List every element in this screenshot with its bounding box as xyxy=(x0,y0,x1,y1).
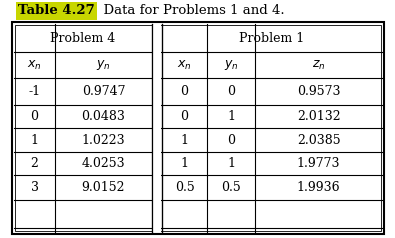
Text: 2.0385: 2.0385 xyxy=(297,134,340,147)
Text: 9.0152: 9.0152 xyxy=(82,181,125,194)
Text: 0: 0 xyxy=(30,110,38,123)
Bar xyxy=(12,22,384,234)
Text: 0: 0 xyxy=(227,134,235,147)
Text: 0: 0 xyxy=(227,85,235,98)
Text: 1.0223: 1.0223 xyxy=(82,134,125,147)
Text: $y_n$: $y_n$ xyxy=(224,58,238,72)
Text: 1: 1 xyxy=(181,134,188,147)
Text: 1.9773: 1.9773 xyxy=(297,157,340,170)
Text: Table 4.27: Table 4.27 xyxy=(18,5,95,18)
Text: $z_n$: $z_n$ xyxy=(312,59,325,72)
Text: 4.0253: 4.0253 xyxy=(82,157,125,170)
Text: 3: 3 xyxy=(30,181,38,194)
Text: Data for Problems 1 and 4.: Data for Problems 1 and 4. xyxy=(95,5,285,18)
Text: $y_n$: $y_n$ xyxy=(96,58,111,72)
Text: Problem 1: Problem 1 xyxy=(239,31,305,45)
Text: 1: 1 xyxy=(227,110,235,123)
Text: Problem 4: Problem 4 xyxy=(51,31,116,45)
Text: 0: 0 xyxy=(181,85,188,98)
Text: 1: 1 xyxy=(181,157,188,170)
Text: 0.0483: 0.0483 xyxy=(81,110,126,123)
Text: 0.9573: 0.9573 xyxy=(297,85,340,98)
Bar xyxy=(15,25,381,231)
Text: $x_n$: $x_n$ xyxy=(27,59,42,72)
Text: 0.5: 0.5 xyxy=(221,181,241,194)
Text: 2.0132: 2.0132 xyxy=(297,110,340,123)
Text: 1.9936: 1.9936 xyxy=(297,181,340,194)
Text: 1: 1 xyxy=(227,157,235,170)
Text: -1: -1 xyxy=(28,85,41,98)
Text: 0.5: 0.5 xyxy=(175,181,194,194)
Text: $x_n$: $x_n$ xyxy=(177,59,192,72)
Text: 1: 1 xyxy=(30,134,38,147)
Text: 0.9747: 0.9747 xyxy=(82,85,125,98)
Bar xyxy=(153,25,161,232)
Text: 2: 2 xyxy=(30,157,38,170)
Text: 0: 0 xyxy=(181,110,188,123)
